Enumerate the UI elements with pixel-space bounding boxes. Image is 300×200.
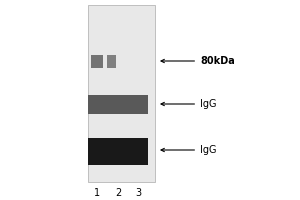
- Bar: [88, 5, 155, 182]
- Text: 1: 1: [94, 188, 100, 198]
- Bar: [88, 95, 148, 114]
- Text: IgG: IgG: [161, 99, 217, 109]
- Bar: [88, 138, 148, 165]
- Text: 3: 3: [135, 188, 141, 198]
- Text: 2: 2: [115, 188, 121, 198]
- Bar: [91, 55, 103, 68]
- Text: 80kDa: 80kDa: [161, 56, 235, 66]
- Text: IgG: IgG: [161, 145, 217, 155]
- Bar: [107, 55, 116, 68]
